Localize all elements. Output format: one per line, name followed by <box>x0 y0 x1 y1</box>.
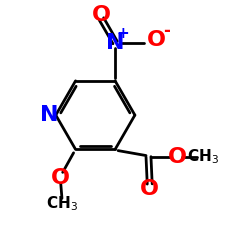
Text: CH$_3$: CH$_3$ <box>46 194 78 213</box>
Text: O: O <box>168 147 186 167</box>
Text: CH$_3$: CH$_3$ <box>187 148 219 166</box>
Text: O: O <box>51 168 70 188</box>
Text: O: O <box>92 4 111 24</box>
Text: O: O <box>140 179 159 199</box>
Text: N: N <box>106 32 124 52</box>
Text: -: - <box>163 22 170 40</box>
Text: N: N <box>40 105 58 125</box>
Text: +: + <box>116 26 129 41</box>
Text: O: O <box>147 30 166 50</box>
